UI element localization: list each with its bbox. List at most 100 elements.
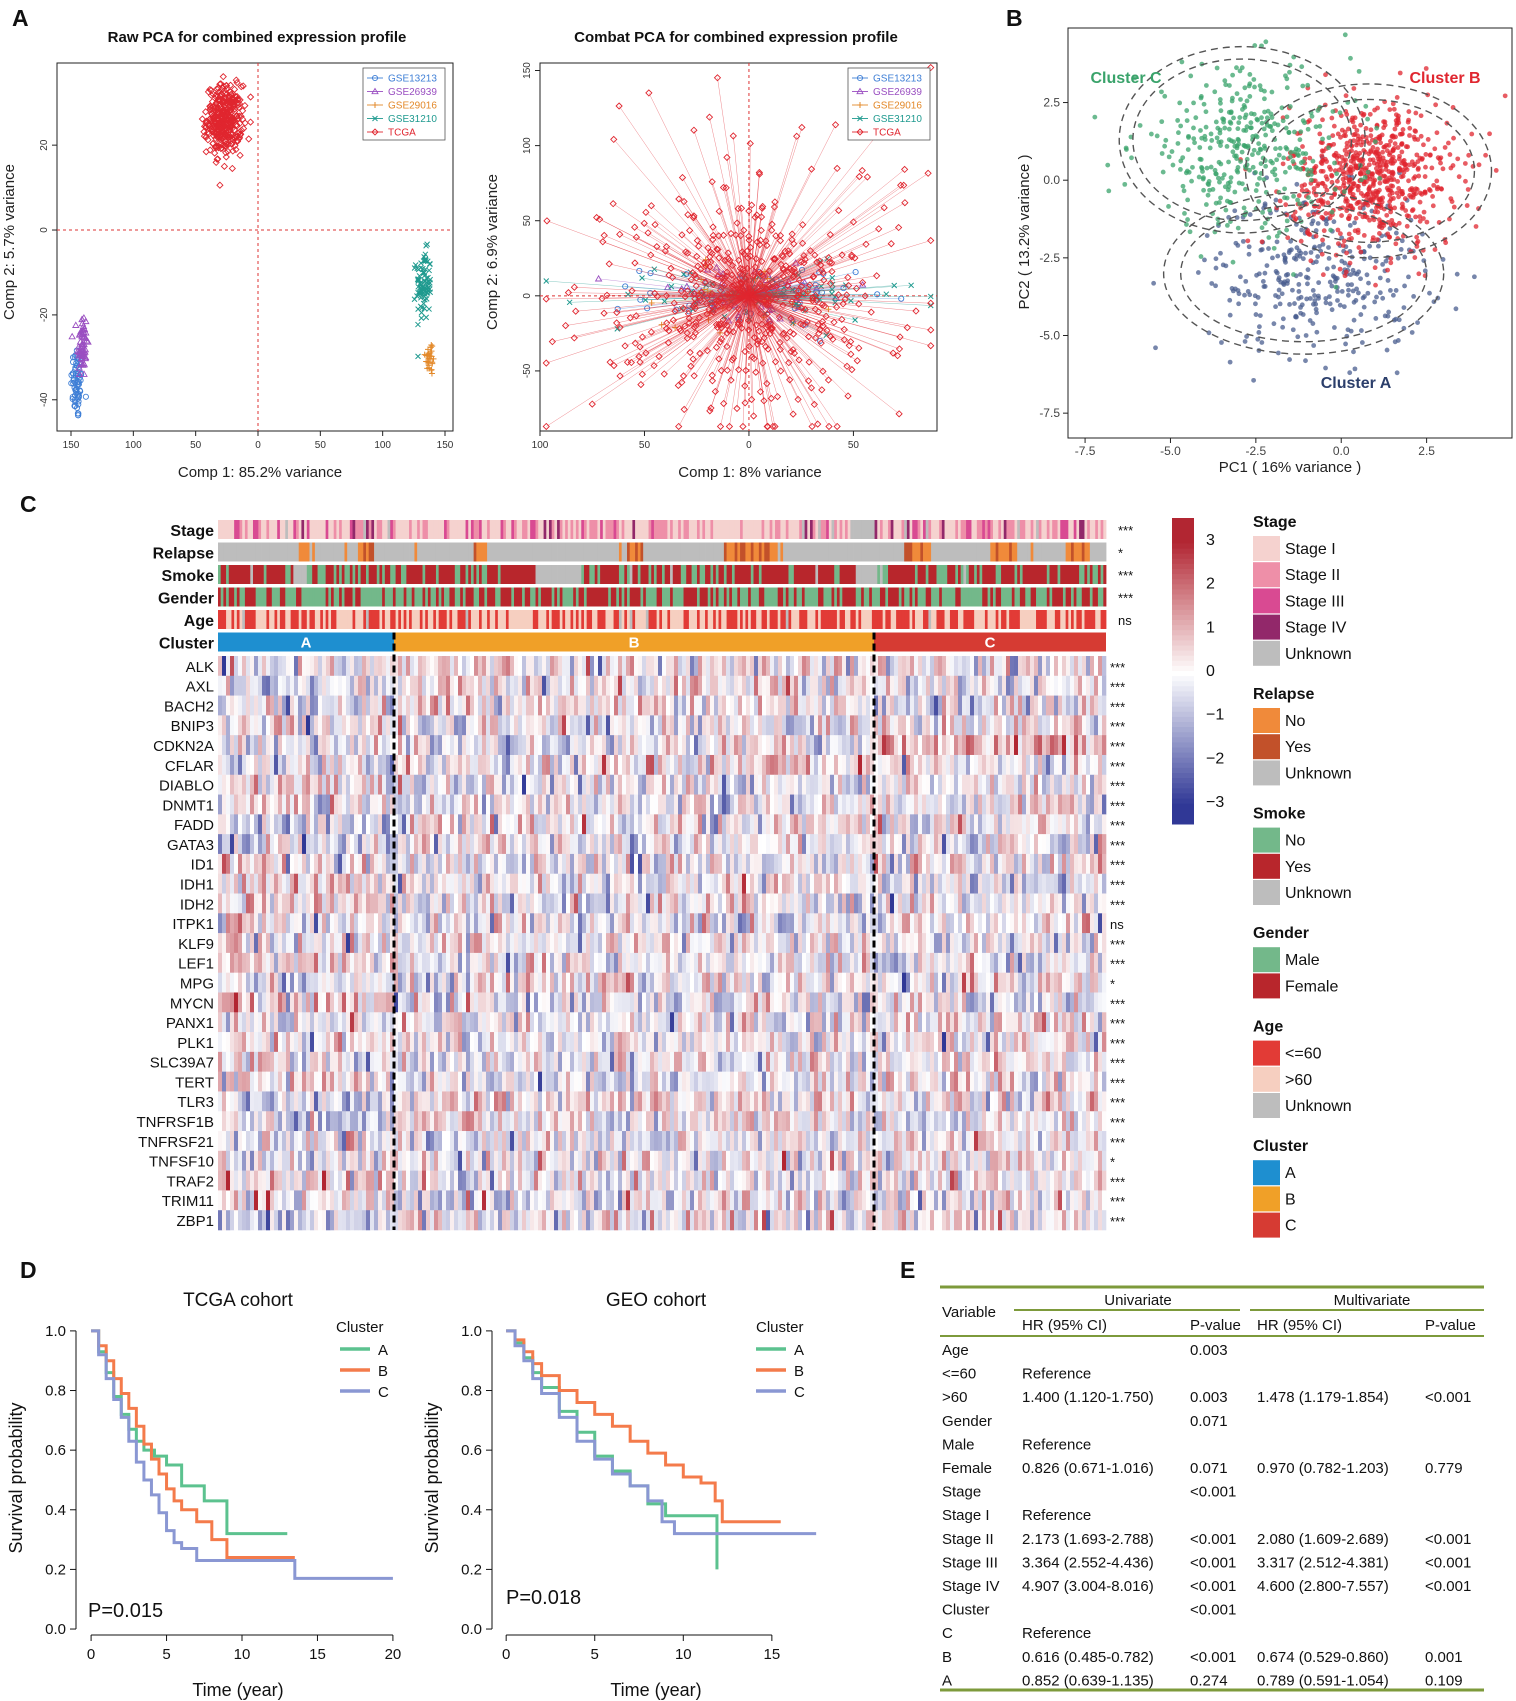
point-cluster-b-264 <box>1396 220 1402 226</box>
annotation-cell <box>662 587 666 607</box>
annotation-cell <box>984 565 988 584</box>
annotation-cell <box>220 565 224 584</box>
point-cluster-c-156 <box>1212 167 1218 173</box>
annotation-cell <box>888 520 892 539</box>
combat-pca-xtick-label-0: 100 <box>532 440 549 451</box>
point-cluster-a-276 <box>1385 278 1391 283</box>
annotation-cell <box>998 542 1002 562</box>
annotation-cell <box>627 587 631 607</box>
point-cluster-a-301 <box>1282 256 1288 261</box>
point-cluster-c-362 <box>1243 128 1249 133</box>
annotation-cell <box>392 520 396 539</box>
point-cluster-c-56 <box>1234 91 1240 97</box>
annotation-cell <box>1006 542 1010 562</box>
point-cluster-b-292 <box>1361 232 1367 238</box>
annotation-cell <box>686 542 690 562</box>
annotation-cell <box>279 587 283 607</box>
point-cluster-a-299 <box>1335 289 1340 294</box>
point-cluster-a-195 <box>1348 272 1354 277</box>
annotation-cell <box>898 520 902 539</box>
annotation-cell <box>804 542 808 562</box>
annotation-cell <box>605 587 609 607</box>
annotation-cell <box>363 520 367 539</box>
point-cluster-b-294 <box>1430 203 1436 209</box>
point-cluster-a-232 <box>1296 282 1302 287</box>
point-cluster-c-63 <box>1208 131 1214 137</box>
point-cluster-b-384 <box>1417 199 1423 205</box>
point-cluster-a-313 <box>1277 301 1283 307</box>
point-cluster-c-338 <box>1332 160 1337 166</box>
annotation-cell <box>713 587 717 607</box>
spoke <box>748 173 929 297</box>
annotation-cell <box>974 542 978 562</box>
point-cluster-b-285 <box>1340 169 1346 175</box>
annotation-cell <box>683 565 687 584</box>
annotation-cell <box>446 565 450 584</box>
annotation-cell <box>842 520 846 539</box>
annotation-cell <box>347 520 351 539</box>
annotation-cell <box>376 565 380 584</box>
annotation-cell <box>422 587 426 607</box>
annotation-cell <box>287 520 292 539</box>
point-cluster-b-682 <box>1382 179 1388 185</box>
point-cluster-a-208 <box>1288 247 1294 253</box>
annotation-cell <box>352 520 356 539</box>
annotation-cell <box>696 587 701 607</box>
annotation-cell <box>906 520 910 539</box>
point-cluster-a-239 <box>1298 304 1303 310</box>
annotation-cell <box>282 565 286 584</box>
point-gse26939-44 <box>75 347 84 354</box>
point-cluster-a-253 <box>1299 227 1304 233</box>
point-cluster-b-365 <box>1346 231 1352 237</box>
annotation-cell <box>258 542 262 562</box>
annotation-cell <box>223 542 227 562</box>
point-cluster-a-245 <box>1240 238 1246 244</box>
annotation-cell <box>1001 520 1005 539</box>
annotation-cell <box>758 542 762 562</box>
point-gse31210-9 <box>421 305 428 312</box>
annotation-cell <box>1017 587 1021 607</box>
point-cluster-a-159 <box>1351 299 1357 305</box>
point-cluster-c-50 <box>1305 82 1311 88</box>
annotation-cell <box>799 520 803 539</box>
annotation-cell <box>1054 520 1058 539</box>
annotation-cell <box>277 565 281 584</box>
annotation-cell <box>376 542 380 562</box>
cluster-a-label: Cluster A <box>1321 375 1392 392</box>
point-cluster-b-288 <box>1368 133 1374 139</box>
point-cluster-a-100 <box>1393 288 1399 293</box>
annotation-label-stage: Stage <box>170 523 214 540</box>
point-cluster-c-327 <box>1298 166 1304 172</box>
cluster-pca-xtick-label-4: 2.5 <box>1418 444 1435 458</box>
annotation-cell <box>532 520 536 539</box>
annotation-cell <box>974 587 978 607</box>
annotation-cell <box>298 542 302 562</box>
annotation-cell <box>707 542 711 562</box>
point-cluster-c-4 <box>1185 217 1190 222</box>
annotation-cell <box>877 520 881 539</box>
point-cluster-b-467 <box>1455 156 1461 162</box>
point-cluster-a-218 <box>1427 290 1432 296</box>
annotation-cell <box>608 520 612 539</box>
annotation-cell <box>285 542 289 562</box>
annotation-cell <box>793 587 797 607</box>
annotation-cell <box>242 565 246 584</box>
point-cluster-c-182 <box>1256 141 1262 147</box>
annotation-cell <box>998 587 1002 607</box>
annotation-cell <box>836 565 840 584</box>
point-cluster-b-553 <box>1357 205 1363 211</box>
annotation-cell <box>850 587 854 607</box>
annotation-cell <box>1095 542 1099 562</box>
annotation-cell <box>524 520 528 539</box>
point-cluster-c-349 <box>1175 141 1181 146</box>
point-cluster-c-373 <box>1272 166 1278 172</box>
annotation-cell <box>737 565 741 584</box>
annotation-cell <box>863 520 867 539</box>
raw-pca-ytick-label-1: -20 <box>39 307 50 322</box>
point-cluster-c-184 <box>1189 178 1194 184</box>
annotation-cell <box>632 565 636 584</box>
point-cluster-c-301 <box>1273 146 1278 152</box>
annotation-cell <box>390 542 394 562</box>
annotation-cell <box>236 565 240 584</box>
point-cluster-a-162 <box>1384 347 1390 353</box>
